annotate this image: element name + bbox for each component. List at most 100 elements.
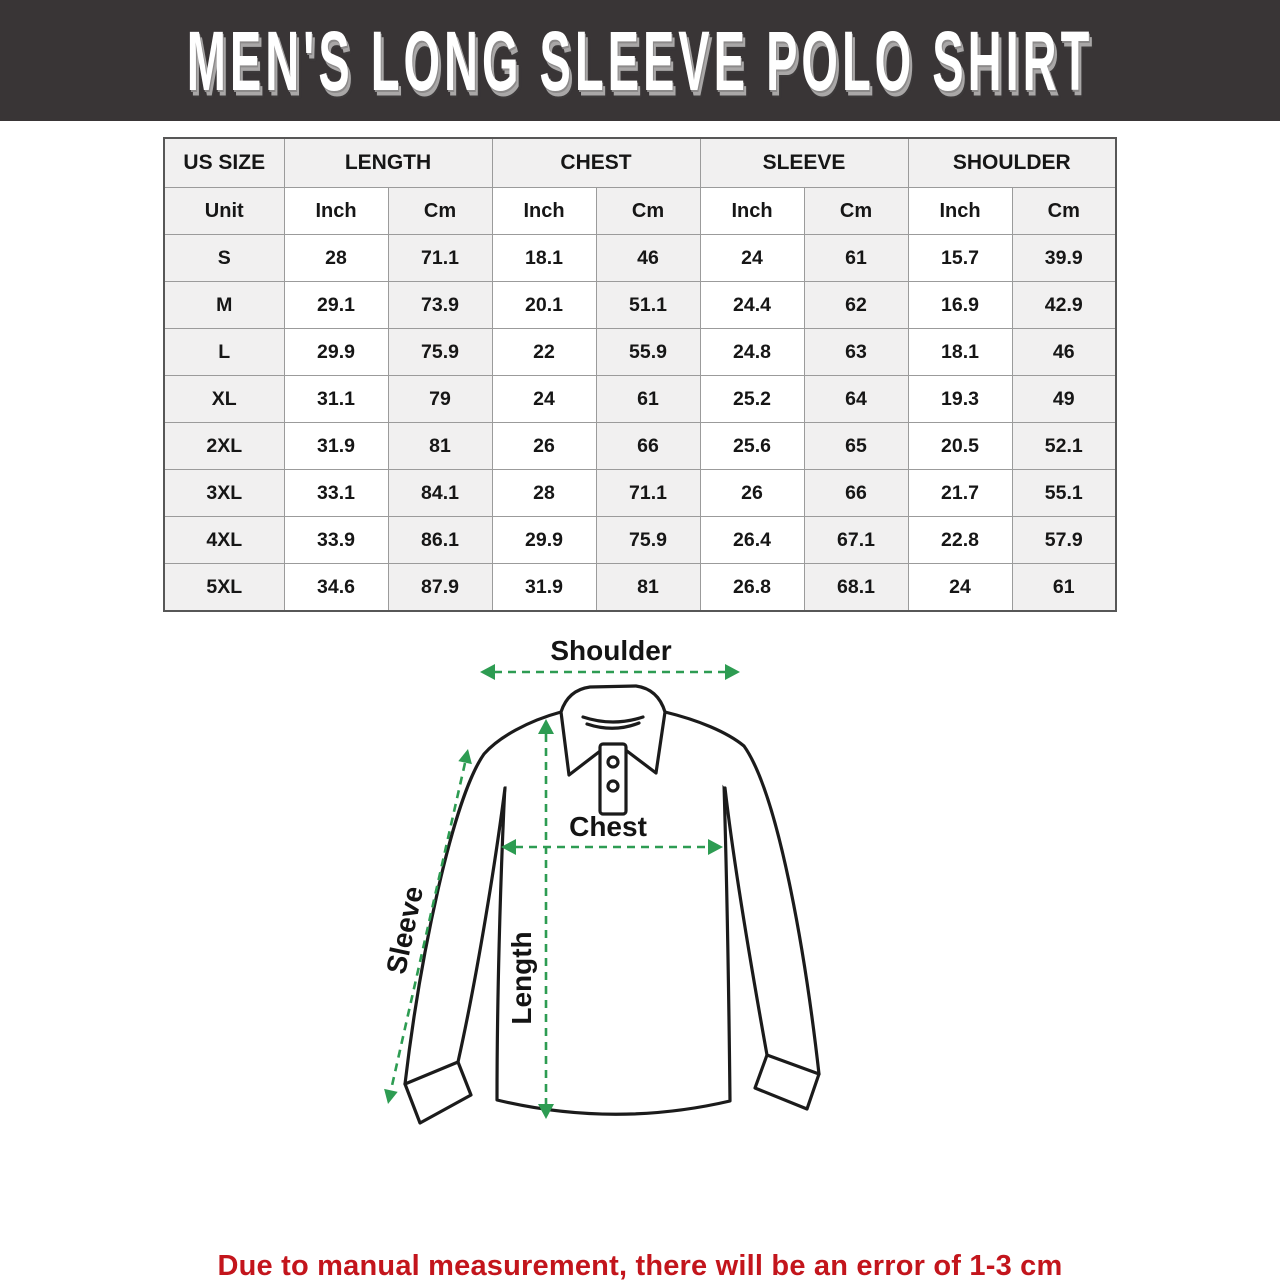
value-cell: 79 xyxy=(387,375,493,423)
value-cell: 26 xyxy=(491,422,597,470)
left-sleeve xyxy=(403,710,563,1086)
table-row: M 29.1 73.9 20.1 51.1 24.4 62 16.9 42.9 xyxy=(163,281,1117,329)
table-row: 4XL 33.9 86.1 29.9 75.9 26.4 67.1 22.8 57.9 xyxy=(163,516,1117,564)
value-cell: 67.1 xyxy=(803,516,909,564)
value-cell: 31.9 xyxy=(283,422,389,470)
value-cell: 34.6 xyxy=(283,563,389,612)
value-cell: 39.9 xyxy=(1011,234,1117,282)
value-cell: 24 xyxy=(491,375,597,423)
page-title: MEN'S LONG SLEEVE POLO SHIRT xyxy=(186,12,1094,109)
button-top xyxy=(606,755,620,769)
measurement-arrows xyxy=(384,664,740,1119)
value-cell: 33.9 xyxy=(283,516,389,564)
button-bottom xyxy=(606,779,620,793)
value-cell: 71.1 xyxy=(387,234,493,282)
unit-cell: Cm xyxy=(1011,187,1117,235)
value-cell: 26.4 xyxy=(699,516,805,564)
size-cell: XL xyxy=(163,375,285,423)
title-banner: MEN'S LONG SLEEVE POLO SHIRT xyxy=(0,0,1280,121)
value-cell: 73.9 xyxy=(387,281,493,329)
value-cell: 68.1 xyxy=(803,563,909,612)
value-cell: 52.1 xyxy=(1011,422,1117,470)
unit-cell: Unit xyxy=(163,187,285,235)
value-cell: 86.1 xyxy=(387,516,493,564)
length-label: Length xyxy=(506,931,537,1024)
value-cell: 49 xyxy=(1011,375,1117,423)
value-cell: 61 xyxy=(595,375,701,423)
value-cell: 55.1 xyxy=(1011,469,1117,517)
header-cell: LENGTH xyxy=(283,137,493,188)
table-row: 5XL 34.6 87.9 31.9 81 26.8 68.1 24 61 xyxy=(163,563,1117,612)
size-table-body: S 28 71.1 18.1 46 24 61 15.7 39.9 M 29.1 73.9 20.1 51… xyxy=(163,234,1117,612)
placket xyxy=(598,742,628,816)
unit-cell: Cm xyxy=(387,187,493,235)
value-cell: 46 xyxy=(1011,328,1117,376)
right-sleeve xyxy=(663,710,821,1076)
measurement-diagram-section: Shoulder Chest Length Sleeve xyxy=(0,626,1280,1204)
value-cell: 28 xyxy=(491,469,597,517)
size-cell: 4XL xyxy=(163,516,285,564)
value-cell: 19.3 xyxy=(907,375,1013,423)
size-cell: 2XL xyxy=(163,422,285,470)
value-cell: 61 xyxy=(803,234,909,282)
value-cell: 26.8 xyxy=(699,563,805,612)
value-cell: 29.1 xyxy=(283,281,389,329)
value-cell: 29.9 xyxy=(491,516,597,564)
size-cell: L xyxy=(163,328,285,376)
value-cell: 24.4 xyxy=(699,281,805,329)
value-cell: 66 xyxy=(595,422,701,470)
value-cell: 22.8 xyxy=(907,516,1013,564)
table-row: S 28 71.1 18.1 46 24 61 15.7 39.9 xyxy=(163,234,1117,282)
size-table: US SIZE LENGTH CHEST SLEEVE SHOULDER Unit Inch… xyxy=(163,137,1117,612)
table-row: L 29.9 75.9 22 55.9 24.8 63 18.1 46 xyxy=(163,328,1117,376)
value-cell: 57.9 xyxy=(1011,516,1117,564)
value-cell: 51.1 xyxy=(595,281,701,329)
value-cell: 16.9 xyxy=(907,281,1013,329)
value-cell: 66 xyxy=(803,469,909,517)
value-cell: 29.9 xyxy=(283,328,389,376)
value-cell: 65 xyxy=(803,422,909,470)
unit-cell: Inch xyxy=(283,187,389,235)
collar xyxy=(559,684,667,777)
value-cell: 25.6 xyxy=(699,422,805,470)
value-cell: 62 xyxy=(803,281,909,329)
right-cuff xyxy=(753,1053,821,1111)
value-cell: 26 xyxy=(699,469,805,517)
chest-label: Chest xyxy=(569,811,647,842)
header-cell: CHEST xyxy=(491,137,701,188)
value-cell: 33.1 xyxy=(283,469,389,517)
size-cell: M xyxy=(163,281,285,329)
value-cell: 81 xyxy=(387,422,493,470)
value-cell: 31.9 xyxy=(491,563,597,612)
header-cell: US SIZE xyxy=(163,137,285,188)
value-cell: 64 xyxy=(803,375,909,423)
unit-cell: Cm xyxy=(803,187,909,235)
value-cell: 75.9 xyxy=(387,328,493,376)
value-cell: 20.1 xyxy=(491,281,597,329)
unit-cell: Cm xyxy=(595,187,701,235)
unit-cell: Inch xyxy=(491,187,597,235)
header-cell: SHOULDER xyxy=(907,137,1117,188)
value-cell: 18.1 xyxy=(491,234,597,282)
value-cell: 24 xyxy=(907,563,1013,612)
value-cell: 84.1 xyxy=(387,469,493,517)
collar-seam xyxy=(581,715,645,730)
polo-shirt-diagram: Shoulder Chest Length Sleeve xyxy=(380,635,821,1125)
left-cuff xyxy=(403,1060,473,1125)
value-cell: 81 xyxy=(595,563,701,612)
shirt-outline xyxy=(403,684,821,1125)
value-cell: 55.9 xyxy=(595,328,701,376)
value-cell: 25.2 xyxy=(699,375,805,423)
value-cell: 61 xyxy=(1011,563,1117,612)
table-row: XL 31.1 79 24 61 25.2 64 19.3 49 xyxy=(163,375,1117,423)
size-table-head: US SIZE LENGTH CHEST SLEEVE SHOULDER Unit Inch… xyxy=(163,137,1117,235)
value-cell: 75.9 xyxy=(595,516,701,564)
size-cell: 3XL xyxy=(163,469,285,517)
value-cell: 42.9 xyxy=(1011,281,1117,329)
table-row: 2XL 31.9 81 26 66 25.6 65 20.5 52.1 xyxy=(163,422,1117,470)
table-row: 3XL 33.1 84.1 28 71.1 26 66 21.7 55.1 xyxy=(163,469,1117,517)
unit-cell: Inch xyxy=(699,187,805,235)
value-cell: 71.1 xyxy=(595,469,701,517)
shirt-body xyxy=(495,782,732,1116)
size-cell: S xyxy=(163,234,285,282)
